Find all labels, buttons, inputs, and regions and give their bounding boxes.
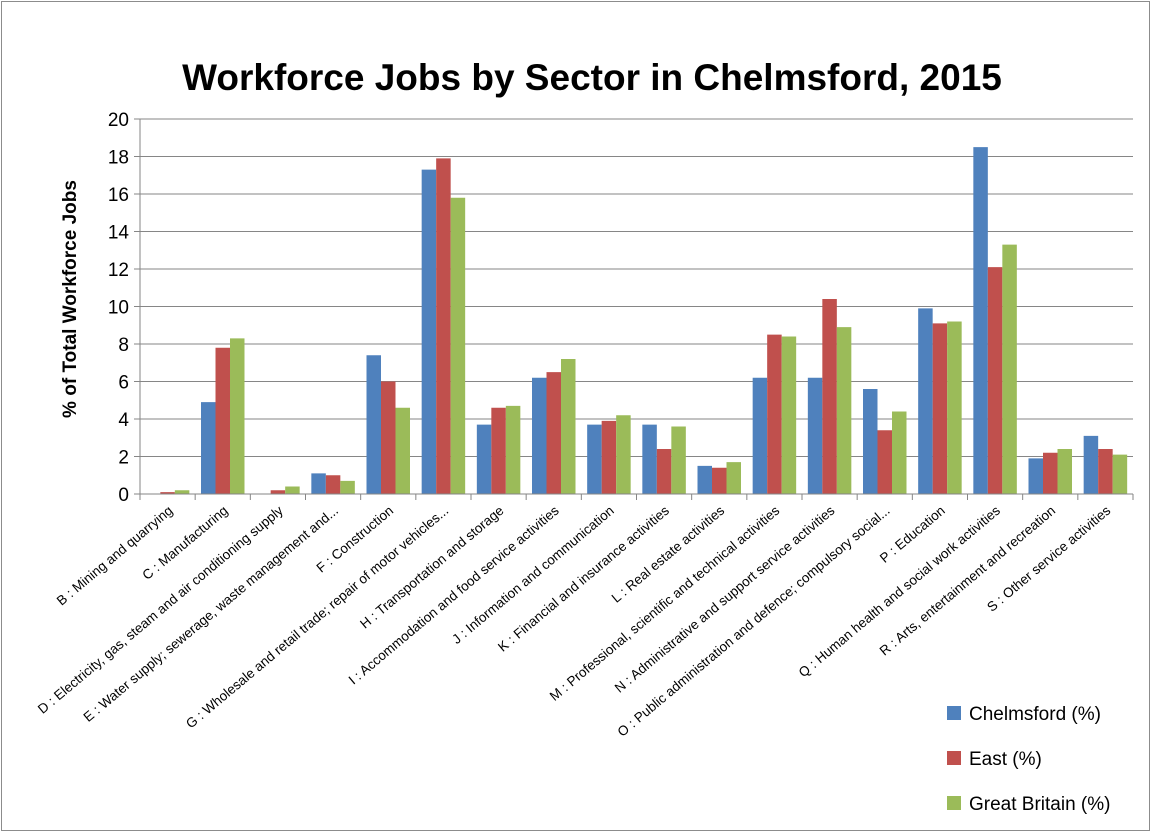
chart-title: Workforce Jobs by Sector in Chelmsford, … [182, 57, 1002, 98]
bar-1-16 [973, 147, 988, 494]
bar-2-2 [215, 347, 230, 494]
bar-2-3 [270, 490, 286, 494]
y-tick-label: 20 [108, 110, 129, 131]
bar-1-2 [201, 402, 216, 494]
bar-3-18 [1112, 454, 1128, 494]
bar-3-10 [671, 426, 686, 494]
gridlines [140, 118, 1133, 457]
bar-3-4 [340, 480, 355, 494]
bar-2-7 [491, 407, 506, 494]
bar-2-18 [1098, 449, 1113, 494]
y-axis-label: % of Total Workforce Jobs [60, 180, 81, 418]
bar-3-17 [1057, 449, 1072, 494]
bar-2-15 [932, 323, 948, 494]
bar-1-9 [587, 424, 602, 494]
bar-2-11 [712, 467, 727, 494]
bar-2-13 [822, 299, 837, 494]
legend-swatch [947, 751, 961, 765]
y-tick-label: 4 [118, 410, 129, 431]
bar-3-14 [892, 411, 907, 494]
bar-2-12 [767, 334, 782, 494]
bar-3-3 [285, 486, 300, 494]
y-tick-label: 14 [108, 223, 130, 244]
bar-2-4 [325, 475, 341, 494]
bar-1-6 [421, 169, 437, 494]
bar-3-2 [230, 338, 245, 494]
bar-2-17 [1043, 452, 1058, 494]
legend-item[interactable]: Chelmsford (%) [947, 704, 1101, 725]
y-tick-labels: 0 2 4 6 8 10 12 14 16 18 20 [108, 110, 130, 506]
bar-3-15 [947, 321, 962, 494]
bar-1-5 [366, 355, 381, 494]
bar-2-16 [987, 267, 1003, 494]
legend-swatch [947, 706, 961, 720]
bar-3-9 [616, 415, 631, 494]
bar-2-9 [601, 420, 617, 494]
bar-2-8 [546, 372, 561, 494]
x-tick-label: I : Accommodation and food service activ… [346, 503, 562, 688]
y-tick-label: 8 [118, 335, 129, 356]
x-tick-label: E : Water supply; sewerage, waste manage… [81, 503, 341, 725]
y-tick-label: 0 [118, 485, 129, 506]
x-tick-label: G : Wholesale and retail trade; repair o… [183, 503, 451, 732]
bar-3-1 [174, 490, 190, 494]
legend-label: Chelmsford (%) [969, 704, 1101, 725]
legend[interactable]: Chelmsford (%) East (%) Great Britain (%) [947, 704, 1110, 815]
bar-1-4 [311, 473, 326, 494]
bar-2-6 [436, 158, 451, 494]
bar-2-10 [656, 449, 672, 494]
legend-item[interactable]: Great Britain (%) [947, 794, 1110, 815]
legend-item[interactable]: East (%) [947, 749, 1042, 770]
bar-1-17 [1028, 458, 1043, 494]
y-tick-label: 18 [108, 148, 129, 169]
bar-3-8 [561, 359, 576, 494]
legend-label: East (%) [969, 749, 1042, 770]
bar-2-14 [877, 430, 892, 494]
bar-3-6 [450, 197, 466, 494]
legend-swatch [947, 796, 961, 810]
bar-3-13 [836, 327, 852, 494]
bars [160, 147, 1128, 494]
bar-3-5 [395, 407, 410, 494]
bar-2-1 [160, 492, 175, 494]
bar-3-12 [781, 336, 797, 494]
bar-1-15 [918, 308, 933, 494]
bar-1-14 [863, 389, 878, 494]
bar-1-11 [697, 465, 712, 494]
y-tick-label: 10 [108, 298, 129, 319]
bar-1-12 [752, 377, 768, 494]
bar-2-5 [381, 381, 396, 494]
bar-3-11 [726, 462, 741, 494]
x-tick-label: Q : Human health and social work activit… [796, 503, 1004, 681]
bar-1-10 [642, 424, 657, 494]
legend-label: Great Britain (%) [969, 794, 1110, 815]
axes [134, 118, 1134, 500]
bar-1-8 [532, 377, 547, 494]
y-tick-label: 6 [118, 373, 129, 394]
bar-1-7 [476, 424, 492, 494]
y-tick-label: 2 [118, 448, 129, 469]
y-tick-label: 12 [108, 260, 129, 281]
bar-3-7 [505, 405, 521, 494]
y-tick-label: 16 [108, 185, 129, 206]
bar-3-16 [1002, 244, 1017, 494]
bar-1-13 [807, 377, 823, 494]
bar-1-18 [1083, 435, 1099, 494]
